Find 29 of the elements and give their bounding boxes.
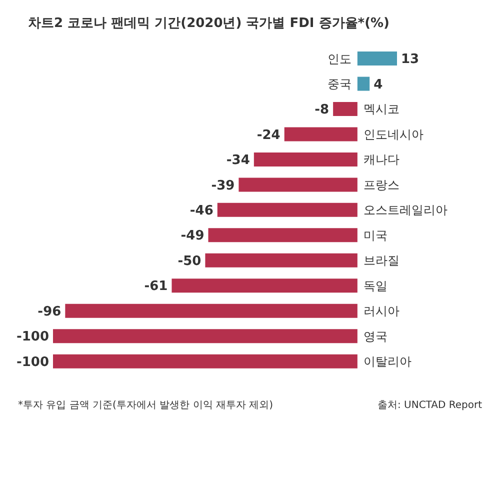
data-label: 13 bbox=[401, 52, 420, 68]
y-tick-label: 러시아 bbox=[363, 304, 400, 318]
y-tick-label: 브라질 bbox=[363, 254, 400, 268]
y-tick-label: 독일 bbox=[363, 278, 388, 293]
y-tick-label: 인도 bbox=[327, 52, 352, 66]
y-tick-label: 이탈리아 bbox=[363, 354, 412, 369]
y-tick-label: 인도네시아 bbox=[363, 127, 424, 142]
y-tick-label: 멕시코 bbox=[363, 102, 400, 116]
data-label: -100 bbox=[16, 330, 49, 345]
chart-title: 차트2 코로나 팬데믹 기간(2020년) 국가별 FDI 증가율*(%) bbox=[28, 15, 390, 32]
data-label: -34 bbox=[226, 153, 250, 168]
y-tick-label: 중국 bbox=[327, 76, 352, 91]
data-label: -8 bbox=[314, 102, 330, 118]
y-tick-label: 오스트레일리아 bbox=[363, 203, 448, 218]
source-note: 출처: UNCTAD Report bbox=[377, 399, 482, 412]
data-label: 4 bbox=[374, 77, 383, 92]
data-label: -49 bbox=[180, 228, 204, 244]
data-label: -100 bbox=[16, 354, 49, 370]
text: *투자 유입 금액 기준(투자에서 발생한 이익 재투자 제외) bbox=[18, 399, 274, 412]
data-label: -50 bbox=[178, 254, 202, 269]
y-tick-label: 영국 bbox=[363, 329, 388, 344]
data-label: -96 bbox=[38, 304, 62, 320]
data-label: -39 bbox=[211, 178, 235, 194]
y-tick-label: 캐나다 bbox=[363, 152, 400, 167]
data-label: -61 bbox=[144, 279, 168, 294]
y-tick-label: 미국 bbox=[363, 228, 388, 242]
data-label: -46 bbox=[190, 203, 214, 218]
y-tick-label: 프랑스 bbox=[363, 178, 400, 192]
data-label: -24 bbox=[256, 128, 280, 143]
